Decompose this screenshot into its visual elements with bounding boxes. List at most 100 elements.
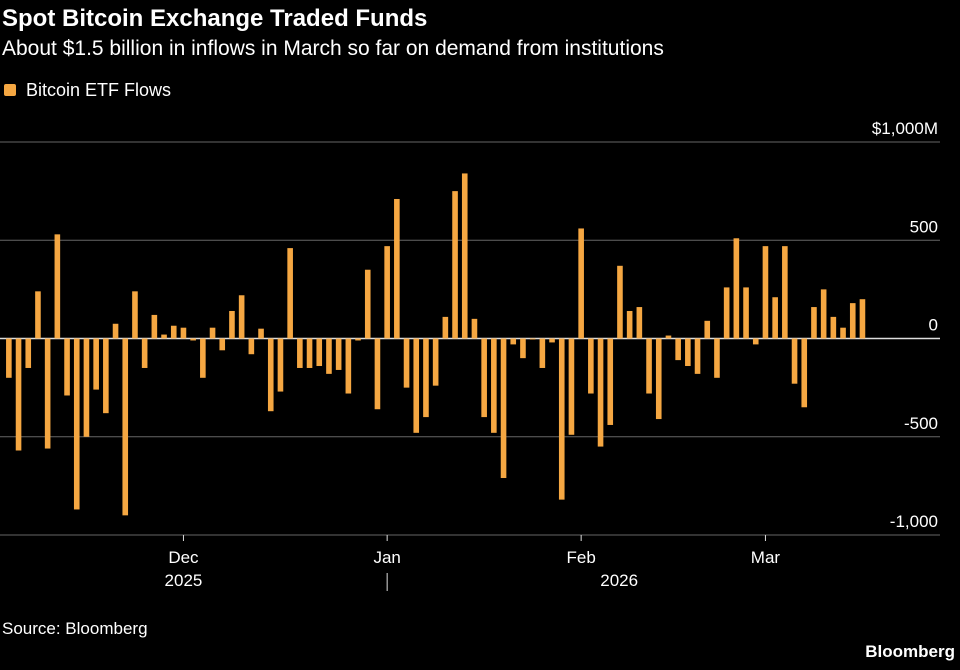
bar xyxy=(403,338,410,388)
y-tick-label: -500 xyxy=(904,414,938,433)
bar xyxy=(646,338,652,394)
bar xyxy=(161,334,167,339)
brand: Bloomberg xyxy=(865,642,955,661)
bar xyxy=(277,338,284,392)
x-tick-label: Dec xyxy=(168,548,199,567)
y-tick-label: 0 xyxy=(929,316,938,335)
bar xyxy=(520,338,526,359)
bar xyxy=(442,316,449,339)
bar xyxy=(471,318,478,339)
bar xyxy=(35,291,41,339)
bar xyxy=(423,338,429,418)
legend-swatch xyxy=(4,84,16,96)
bar xyxy=(704,320,711,339)
bar xyxy=(103,338,109,414)
bar xyxy=(413,338,420,433)
bar xyxy=(248,338,255,355)
bar xyxy=(267,338,274,412)
bar xyxy=(83,338,90,437)
bar xyxy=(772,297,778,339)
bar xyxy=(151,314,158,339)
bar xyxy=(209,327,216,339)
bar xyxy=(694,338,701,374)
bar xyxy=(675,338,681,361)
bar xyxy=(452,191,458,339)
bar xyxy=(258,328,264,339)
bar xyxy=(394,198,400,339)
bar xyxy=(44,338,51,449)
bar xyxy=(597,338,604,447)
bar xyxy=(849,303,856,339)
bar xyxy=(558,338,565,500)
x-tick-label: Mar xyxy=(751,548,781,567)
bar xyxy=(791,338,798,384)
bar xyxy=(607,338,614,425)
bar xyxy=(200,338,206,378)
legend-label: Bitcoin ETF Flows xyxy=(26,80,171,100)
bar xyxy=(229,310,235,339)
bar xyxy=(617,265,623,339)
bar xyxy=(636,307,643,339)
bar xyxy=(588,338,594,394)
bar xyxy=(374,338,381,410)
source: Source: Bloomberg xyxy=(2,619,148,638)
bar xyxy=(461,173,468,339)
bar xyxy=(539,338,546,368)
bar xyxy=(141,338,148,368)
bar xyxy=(820,289,827,339)
bar xyxy=(578,228,584,339)
bar xyxy=(25,338,32,368)
x-tick-label: Feb xyxy=(567,548,596,567)
bar xyxy=(287,248,293,339)
bar xyxy=(714,338,720,378)
bar xyxy=(655,338,662,420)
bar xyxy=(64,338,70,396)
bar xyxy=(723,287,730,339)
bar xyxy=(626,310,633,339)
y-tick-label: 500 xyxy=(910,217,938,236)
bar xyxy=(6,338,12,378)
bar xyxy=(180,327,187,339)
bar xyxy=(219,338,226,351)
year-label: 2025 xyxy=(165,571,203,590)
y-tick-label: -1,000 xyxy=(890,512,938,531)
bar xyxy=(170,325,177,339)
bar xyxy=(782,246,788,339)
year-label: 2026 xyxy=(600,571,638,590)
bar xyxy=(752,338,759,345)
bar xyxy=(491,338,497,433)
bar xyxy=(830,316,837,339)
bar xyxy=(297,338,303,368)
bar xyxy=(112,323,119,339)
bar xyxy=(840,327,846,339)
bar xyxy=(481,338,487,418)
bar xyxy=(733,238,740,339)
bar xyxy=(306,338,313,368)
bar xyxy=(93,338,99,390)
bar xyxy=(238,295,245,339)
bar xyxy=(54,234,61,339)
bar xyxy=(500,338,507,479)
bar xyxy=(432,338,439,386)
bar xyxy=(190,338,196,341)
bar xyxy=(15,338,22,451)
bar xyxy=(364,269,371,339)
bar xyxy=(510,338,517,345)
bar xyxy=(811,307,817,339)
bar xyxy=(316,338,323,367)
bar xyxy=(685,338,691,367)
bar xyxy=(326,338,332,374)
bar xyxy=(529,338,536,340)
bar xyxy=(335,338,342,370)
bar xyxy=(859,299,866,339)
bar xyxy=(384,246,390,339)
bar xyxy=(122,338,129,516)
bar xyxy=(665,335,672,339)
bar xyxy=(743,287,749,339)
bar xyxy=(762,246,769,339)
chart-subtitle: About $1.5 billion in inflows in March s… xyxy=(2,37,664,60)
bar xyxy=(549,338,555,343)
bar xyxy=(801,338,808,408)
bar xyxy=(132,291,138,339)
